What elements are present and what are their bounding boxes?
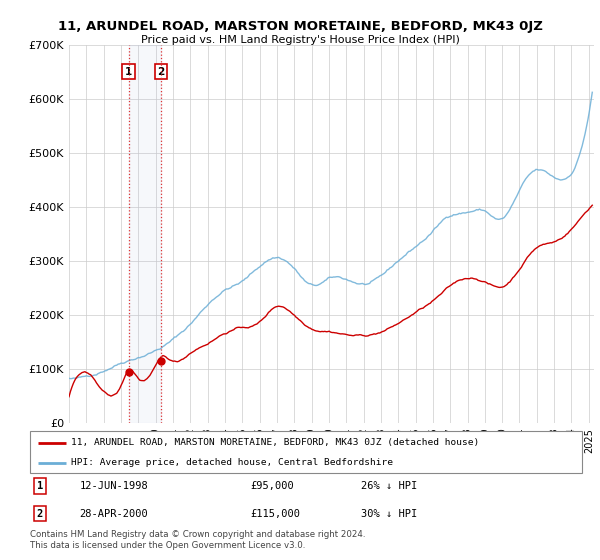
Text: Contains HM Land Registry data © Crown copyright and database right 2024.
This d: Contains HM Land Registry data © Crown c…: [30, 530, 365, 550]
Text: £95,000: £95,000: [251, 481, 295, 491]
Text: Price paid vs. HM Land Registry's House Price Index (HPI): Price paid vs. HM Land Registry's House …: [140, 35, 460, 45]
Text: 2: 2: [158, 67, 165, 77]
Text: 2: 2: [37, 508, 43, 519]
Text: 12-JUN-1998: 12-JUN-1998: [80, 481, 148, 491]
FancyBboxPatch shape: [30, 431, 582, 473]
Text: 11, ARUNDEL ROAD, MARSTON MORETAINE, BEDFORD, MK43 0JZ (detached house): 11, ARUNDEL ROAD, MARSTON MORETAINE, BED…: [71, 438, 479, 447]
Text: HPI: Average price, detached house, Central Bedfordshire: HPI: Average price, detached house, Cent…: [71, 458, 394, 467]
Text: 1: 1: [37, 481, 43, 491]
Text: 28-APR-2000: 28-APR-2000: [80, 508, 148, 519]
Text: £115,000: £115,000: [251, 508, 301, 519]
Text: 30% ↓ HPI: 30% ↓ HPI: [361, 508, 418, 519]
Text: 26% ↓ HPI: 26% ↓ HPI: [361, 481, 418, 491]
Text: 1: 1: [125, 67, 132, 77]
Bar: [128, 45, 161, 423]
Text: 11, ARUNDEL ROAD, MARSTON MORETAINE, BEDFORD, MK43 0JZ: 11, ARUNDEL ROAD, MARSTON MORETAINE, BED…: [58, 20, 542, 32]
